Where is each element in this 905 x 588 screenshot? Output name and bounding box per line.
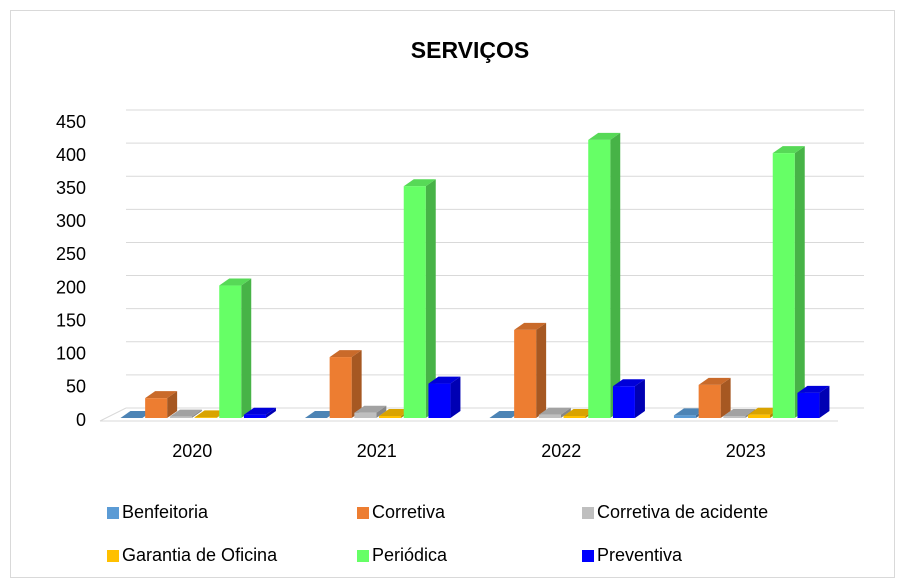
bar-top <box>428 376 461 384</box>
chart-border <box>10 10 895 578</box>
y-tick-label: 0 <box>76 410 86 430</box>
bar-side <box>376 405 387 418</box>
bar <box>428 383 451 418</box>
bar-side <box>167 391 178 418</box>
bar <box>698 384 721 418</box>
chart-title: SERVIÇOS <box>411 37 529 63</box>
bar-side <box>610 132 621 418</box>
bar <box>219 285 242 418</box>
bar-top <box>514 322 547 330</box>
bar <box>194 417 217 418</box>
bar <box>772 153 795 418</box>
legend-label: Benfeitoria <box>122 502 209 522</box>
bar-side <box>536 322 547 418</box>
bar <box>403 186 426 418</box>
bar-top <box>169 409 202 417</box>
x-tick-label: 2021 <box>357 441 397 461</box>
y-tick-label: 150 <box>56 310 86 330</box>
y-tick-label: 250 <box>56 244 86 264</box>
bar <box>329 357 352 418</box>
y-tick-label: 350 <box>56 178 86 198</box>
bar-top <box>748 407 781 415</box>
y-tick-label: 50 <box>66 377 86 397</box>
legend-swatch <box>357 550 369 562</box>
bar-side <box>241 278 252 418</box>
bar <box>673 415 696 418</box>
bar <box>723 416 746 418</box>
bar-top <box>219 278 252 286</box>
bar <box>797 392 820 418</box>
bar <box>563 416 586 418</box>
bar-top <box>403 179 436 187</box>
bar-top <box>329 350 362 358</box>
bar <box>379 416 402 418</box>
bar <box>538 414 561 418</box>
y-tick-label: 200 <box>56 277 86 297</box>
y-tick-label: 400 <box>56 145 86 165</box>
legend-label: Periódica <box>372 545 448 565</box>
bar-side <box>720 377 731 418</box>
y-tick-label: 300 <box>56 211 86 231</box>
bar-top <box>243 407 276 415</box>
bar <box>354 412 377 418</box>
legend-label: Corretiva <box>372 502 446 522</box>
bar-side <box>425 179 436 418</box>
legend-label: Corretiva de acidente <box>597 502 768 522</box>
bar-side <box>634 379 645 418</box>
legend-swatch <box>357 507 369 519</box>
y-tick-label: 450 <box>56 112 86 132</box>
bar <box>145 398 168 418</box>
bar-top <box>772 146 805 154</box>
legend-swatch <box>582 507 594 519</box>
legend-swatch <box>582 550 594 562</box>
bar-top <box>194 410 227 418</box>
bar-top <box>563 409 596 417</box>
bar-top <box>723 409 756 417</box>
bar <box>588 139 611 418</box>
bar-top <box>538 407 571 415</box>
bar <box>169 416 192 418</box>
bar-side <box>450 376 461 418</box>
x-tick-label: 2020 <box>172 441 212 461</box>
floor-edge <box>99 407 127 422</box>
bar-side <box>265 407 276 418</box>
bar-top <box>588 132 621 140</box>
bar-top <box>612 379 645 387</box>
bar-top <box>354 405 387 413</box>
x-tick-label: 2023 <box>726 441 766 461</box>
bar <box>243 414 266 418</box>
bar-top <box>673 408 706 416</box>
bar-side <box>819 385 830 418</box>
bar-top <box>304 411 337 418</box>
bar-side <box>351 350 362 418</box>
legend-label: Preventiva <box>597 545 683 565</box>
legend-swatch <box>107 550 119 562</box>
bar-side <box>560 407 571 418</box>
bar-side <box>794 146 805 418</box>
bar-top <box>120 411 153 418</box>
legend-label: Garantia de Oficina <box>122 545 278 565</box>
y-tick-label: 100 <box>56 344 86 364</box>
legend-swatch <box>107 507 119 519</box>
bar-top <box>379 409 412 417</box>
bar <box>612 386 635 418</box>
bar-side <box>191 409 202 418</box>
x-tick-label: 2022 <box>541 441 581 461</box>
bar-top <box>698 377 731 385</box>
bar-top <box>489 411 522 418</box>
bar <box>748 414 771 418</box>
bar-top <box>797 385 830 393</box>
bar-top <box>145 391 178 399</box>
bar <box>514 329 537 418</box>
